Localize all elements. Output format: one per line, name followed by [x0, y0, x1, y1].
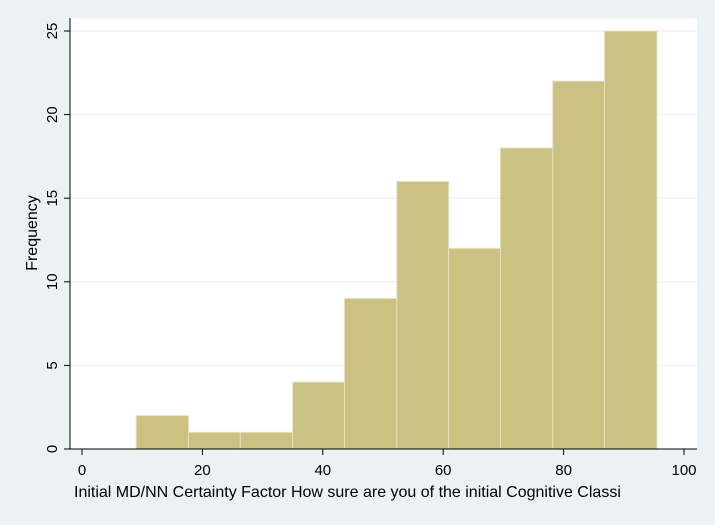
x-axis-title: Initial MD/NN Certainty Factor How sure … — [74, 484, 621, 501]
y-axis-title: Frequency — [24, 195, 41, 271]
x-tick-label: 80 — [555, 462, 572, 479]
y-tick-label: 20 — [44, 106, 61, 123]
histogram-bar — [292, 381, 345, 450]
y-tick-label: 0 — [44, 445, 61, 453]
histogram-bar — [396, 180, 450, 450]
x-tick-label: 60 — [435, 462, 452, 479]
histogram-bar — [552, 80, 606, 450]
x-tick-label: 20 — [194, 462, 211, 479]
y-tick-label: 10 — [44, 273, 61, 290]
x-tick-label: 0 — [78, 462, 86, 479]
histogram-bar — [239, 431, 294, 450]
histogram-bar — [135, 415, 190, 450]
histogram-bar — [343, 298, 398, 450]
histogram-bar — [188, 431, 241, 450]
bars — [135, 30, 658, 450]
y-tick-label: 25 — [44, 23, 61, 40]
histogram-bar — [604, 30, 658, 450]
histogram-bar — [499, 147, 554, 450]
x-tick-label: 100 — [671, 462, 696, 479]
y-tick-label: 5 — [44, 361, 61, 369]
histogram-bar — [448, 247, 501, 450]
axes: 0 5 10 15 20 25 0 20 40 60 80 100 — [44, 18, 697, 479]
x-tick-label: 40 — [314, 462, 331, 479]
y-tick-label: 15 — [44, 190, 61, 207]
